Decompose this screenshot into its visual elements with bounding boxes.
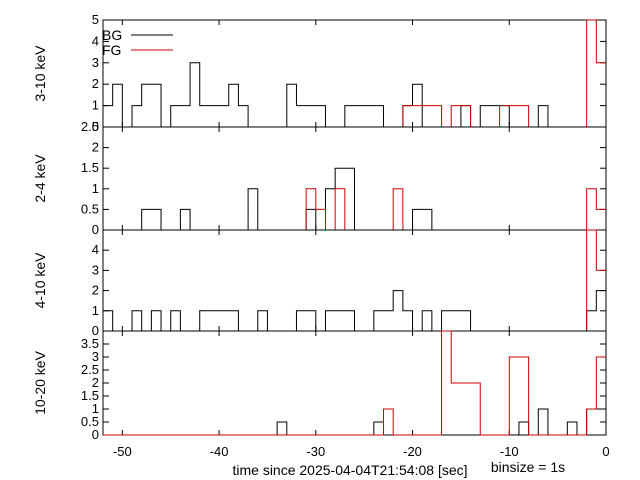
xtick-label: -20 [403, 444, 422, 459]
panel-4-frame [102, 330, 607, 436]
panel-4-ylabel: 10-20 keV [32, 350, 48, 414]
panel-3-ytick-label: 3 [92, 262, 99, 277]
panel-4-ytick-label: 0.5 [81, 414, 99, 429]
xtick-label: 0 [602, 444, 609, 459]
panel-4-ytick-label: 2 [92, 375, 99, 390]
x-axis-label: time since 2025-04-04T21:54:08 [sec] [232, 462, 467, 478]
panel-4-ytick-label: 0 [92, 427, 99, 442]
panel-2-ylabel: 2-4 keV [32, 154, 48, 203]
panel-3-ytick-label: 2 [92, 283, 99, 298]
panel-3-ytick-label: 4 [92, 242, 99, 257]
xtick-label: -10 [500, 444, 519, 459]
panel-2-ytick-label: 1.5 [81, 160, 99, 175]
panel-1-ytick-label: 4 [92, 33, 99, 48]
panel-1-ytick-label: 0 [92, 119, 99, 134]
panel-4-ytick-label: 1.5 [81, 388, 99, 403]
panel-1-ytick-label: 3 [92, 55, 99, 70]
panel-2-ytick-label: 0.5 [81, 201, 99, 216]
panel-2-ytick-label: 0 [92, 222, 99, 237]
panel-4-ytick-label: 2.5 [81, 362, 99, 377]
legend-label-fg: FG [102, 42, 121, 58]
panel-1-ytick-label: 1 [92, 98, 99, 113]
panel-1-ytick-label: 2 [92, 76, 99, 91]
panel-4-ytick-label: 3 [92, 349, 99, 364]
legend-label-bg: BG [102, 27, 122, 43]
panel-2-series-bg [103, 167, 606, 231]
panel-3-ytick-label: 1 [92, 303, 99, 318]
xtick-label: -30 [306, 444, 325, 459]
xtick-label: -40 [210, 444, 229, 459]
binsize-label: binsize = 1s [491, 459, 565, 475]
panel-1-series-fg [103, 19, 606, 128]
panel-4-series-fg [103, 330, 606, 436]
panel-1-series-bg [103, 62, 606, 128]
panel-4-ytick-label: 3.5 [81, 336, 99, 351]
panel-2-ytick-label: 2.5 [81, 119, 99, 134]
panel-3-ylabel: 4-10 keV [32, 252, 48, 309]
panel-4-series-bg [103, 408, 606, 436]
xtick-label: -50 [113, 444, 132, 459]
panel-1-ytick-label: 5 [92, 12, 99, 27]
panel-1-ylabel: 3-10 keV [32, 45, 48, 102]
panel-3-series-bg [103, 290, 606, 332]
panel-4-ytick-label: 1 [92, 401, 99, 416]
panel-2-ytick-label: 1 [92, 181, 99, 196]
panel-2-ytick-label: 2 [92, 140, 99, 155]
panel-3-ytick-label: 0 [92, 323, 99, 338]
panel-1-frame [102, 19, 607, 128]
